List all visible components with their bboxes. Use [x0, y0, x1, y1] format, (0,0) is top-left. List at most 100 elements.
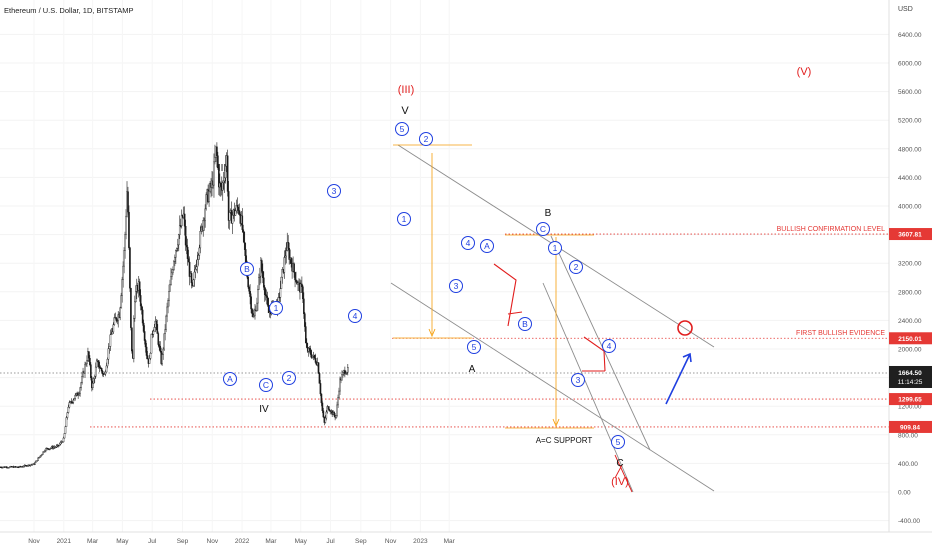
candle-body [178, 225, 181, 235]
candle-body [187, 258, 190, 263]
current-price-value: 1664.50 [898, 370, 922, 377]
wave-circle-text: 1 [553, 243, 558, 253]
candle-body [171, 272, 173, 277]
triangle-marking [582, 336, 606, 372]
candle-body [125, 215, 127, 235]
candle-body [236, 205, 239, 208]
candle-body [220, 182, 222, 187]
candle-body [177, 234, 180, 246]
candle-body [63, 433, 66, 439]
circled-wave-label: 1 [269, 301, 283, 315]
candle-body [76, 392, 78, 396]
circled-wave-label: B [518, 317, 532, 331]
candle-body [254, 309, 256, 316]
level-lines [0, 233, 889, 428]
candle-body [287, 242, 290, 249]
bullish-confirmation-label: BULLISH CONFIRMATION LEVEL [777, 226, 886, 233]
candle-body [250, 296, 252, 310]
candle-body [155, 320, 158, 325]
candle-body [294, 272, 296, 281]
candle-body [103, 373, 106, 375]
candle-body [184, 226, 187, 246]
candle-body [303, 298, 305, 314]
candle-body [146, 355, 149, 360]
wave-circle [259, 378, 273, 392]
price-tag-label: 3607.81 [898, 232, 922, 239]
candle-body [310, 354, 313, 358]
wave-circle-text: 4 [607, 341, 612, 351]
candle-body [130, 288, 132, 328]
chart-title: Ethereum / U.S. Dollar, 1D, BITSTAMP [4, 6, 133, 15]
candle-body [325, 411, 328, 419]
candle-body [342, 372, 344, 375]
circled-wave-label: 1 [548, 241, 562, 255]
candle-body [162, 348, 164, 355]
candle-body [167, 300, 169, 308]
candle-body [113, 317, 116, 326]
wave-circle [419, 132, 433, 146]
circled-wave-label: 5 [611, 435, 625, 449]
wave-circle-text: 3 [454, 281, 459, 291]
candle-body [345, 373, 347, 375]
first-bullish-evidence-label: FIRST BULLISH EVIDENCE [796, 330, 885, 337]
candle-body [227, 191, 230, 221]
wave-circle [395, 122, 409, 136]
candle-body [123, 250, 125, 267]
measure-arrowhead [552, 418, 560, 428]
candle-body [214, 157, 216, 163]
x-tick-label: Nov [207, 538, 219, 545]
candle-body [238, 210, 241, 215]
candle-body [224, 165, 227, 179]
candle-body [97, 360, 100, 368]
candle-body [140, 305, 143, 311]
candle-body [197, 255, 200, 260]
wave-circle [269, 301, 283, 315]
price-tags: 3607.81 2150.01 1299.65 909.84 1664.50 11:14:… [889, 228, 932, 433]
y-tick-label: 2000.00 [898, 347, 922, 354]
candle-body [166, 306, 168, 317]
x-tick-label: Sep [355, 538, 367, 545]
candle-body [81, 376, 83, 384]
current-price-tag [889, 365, 932, 388]
candle-body [196, 259, 199, 268]
candle-body [183, 213, 186, 227]
candle-body [346, 372, 348, 374]
candle-body [122, 265, 124, 280]
candle-body [203, 219, 205, 222]
wave-circle-text: 2 [287, 373, 292, 383]
price-tag [889, 420, 932, 433]
y-tick-label: 800.00 [898, 432, 918, 439]
candle-body [335, 415, 337, 418]
bullish-arrowhead [682, 352, 692, 363]
candle-body [190, 273, 193, 284]
candle-body [86, 360, 88, 364]
candle-body [58, 443, 61, 446]
candle-body [158, 344, 161, 347]
wave-circle-text: B [244, 264, 250, 274]
candle-body [152, 330, 155, 335]
candle-body [79, 387, 81, 394]
candle-body [218, 167, 220, 188]
price-tag [889, 393, 932, 406]
candle-body [41, 453, 43, 456]
measure-arrowhead [428, 328, 436, 338]
candle-body [95, 360, 98, 368]
wave-circle-text: 1 [274, 303, 279, 313]
candle-body [42, 451, 44, 455]
y-tick-label: 5600.00 [898, 89, 922, 96]
circled-wave-label: 5 [467, 340, 481, 354]
candle-body [72, 399, 75, 403]
candle-body [222, 180, 225, 183]
circled-wave-label: 5 [395, 122, 409, 136]
candle-body [68, 402, 71, 408]
candle-body [337, 397, 339, 406]
candle-body [141, 309, 144, 324]
circled-wave-label: 2 [419, 132, 433, 146]
price-tag-label: 1299.65 [898, 397, 922, 404]
x-tick-label: 2022 [235, 538, 250, 545]
candle-body [304, 313, 306, 327]
candle-body [169, 284, 171, 292]
candle-body [100, 367, 103, 372]
candle-body [84, 364, 86, 374]
